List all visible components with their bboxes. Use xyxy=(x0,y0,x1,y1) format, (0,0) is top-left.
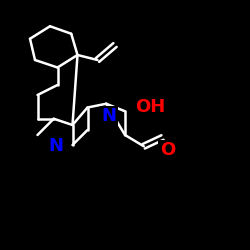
Text: N: N xyxy=(101,107,116,125)
Text: OH: OH xyxy=(135,98,165,116)
Text: O: O xyxy=(160,141,175,159)
Text: N: N xyxy=(49,137,64,155)
